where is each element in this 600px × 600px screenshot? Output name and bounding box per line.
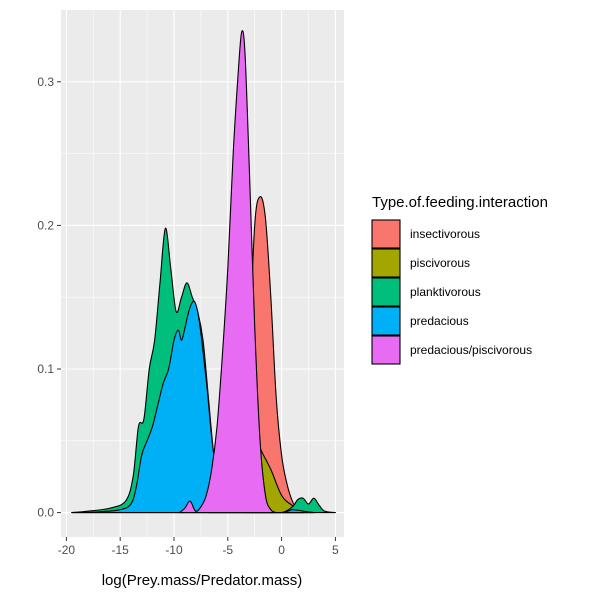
legend-label-piscivorous: piscivorous: [410, 256, 470, 270]
x-axis-title: log(Prey.mass/Predator.mass): [102, 572, 303, 589]
y-tick-label: 0.1: [37, 362, 54, 376]
y-tick-label: 0.0: [37, 506, 54, 520]
x-tick-label: -10: [165, 543, 183, 557]
x-tick-label: 5: [332, 543, 339, 557]
legend-label-predacious: predacious: [410, 314, 469, 328]
legend-key-predacious: [371, 306, 401, 336]
legend-label-planktivorous: planktivorous: [410, 285, 481, 299]
legend-key-piscivorous: [371, 248, 401, 278]
x-tick-label: 0: [278, 543, 285, 557]
legend-label-predacious-piscivorous: predacious/piscivorous: [410, 343, 532, 357]
x-tick-label: -20: [58, 543, 76, 557]
density-areas: [71, 30, 336, 514]
x-tick-label: -5: [222, 543, 233, 557]
legend-title: Type.of.feeding.interaction: [372, 194, 548, 211]
density-area-predacious-piscivorous: [178, 30, 277, 514]
legend: Type.of.feeding.interaction insectivorou…: [371, 194, 548, 365]
legend-key-predacious-piscivorous: [371, 335, 401, 365]
x-tick-label: -15: [112, 543, 130, 557]
y-tick-label: 0.3: [37, 75, 54, 89]
legend-label-insectivorous: insectivorous: [410, 227, 480, 241]
axes: -20 -15 -10 -5 0 5 0.0 0.1 0.2 0.3: [37, 75, 339, 557]
y-tick-label: 0.2: [37, 218, 54, 232]
legend-key-insectivorous: [371, 219, 401, 249]
legend-key-planktivorous: [371, 277, 401, 307]
